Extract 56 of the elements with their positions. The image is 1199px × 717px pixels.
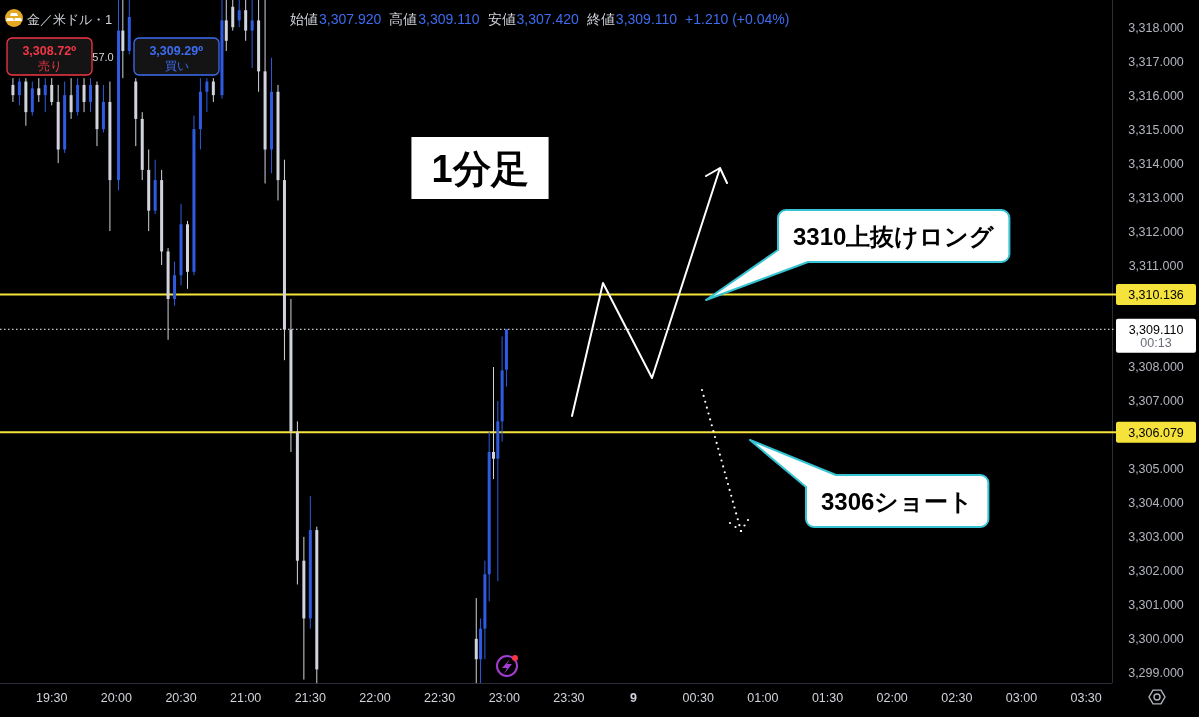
x-tick-label: 03:00	[1005, 691, 1038, 705]
ref-line-label: 3,310.136	[1128, 287, 1184, 302]
x-tick-label: 9	[630, 691, 638, 705]
annotation: 終値	[585, 11, 615, 27]
x-tick-label: 02:30	[941, 691, 973, 705]
annotation: 3306ショート	[821, 487, 974, 515]
annotation: 3,309.110	[418, 11, 480, 27]
y-tick-label: 3,308.000	[1128, 360, 1184, 375]
annotation: 始値	[290, 11, 318, 27]
x-tick-label: 21:30	[294, 691, 327, 705]
ref-line-label: 3,309.110	[1128, 322, 1184, 337]
y-tick-label: 3,301.000	[1128, 598, 1184, 613]
x-tick-label: 03:30	[1070, 691, 1102, 705]
x-tick-label: 19:30	[36, 691, 68, 705]
y-tick-label: 3,318.000	[1128, 20, 1184, 35]
y-tick-label: 3,302.000	[1128, 564, 1184, 579]
y-tick-label: 3,299.000	[1128, 666, 1184, 681]
annotation: 1分足	[431, 148, 529, 190]
x-tick-label: 02:00	[876, 691, 908, 705]
annotation: 57.0	[92, 51, 114, 63]
x-tick-label: 22:30	[423, 691, 456, 705]
x-tick-label: 23:00	[488, 691, 520, 705]
annotation: 買い	[164, 59, 189, 73]
y-tick-label: 3,317.000	[1128, 54, 1184, 69]
annotation: 安値	[487, 11, 516, 27]
y-tick-label: 3,303.000	[1128, 530, 1184, 545]
x-tick-label: 20:30	[165, 691, 197, 705]
annotation: 売り	[37, 59, 62, 73]
y-tick-label: 3,312.000	[1128, 224, 1184, 239]
annotation: +1.210 (+0.04%)	[685, 11, 790, 27]
x-tick-label: 00:30	[682, 691, 714, 705]
x-tick-label: 01:30	[811, 691, 844, 705]
annotation: 3,307.920	[319, 11, 382, 27]
annotation: 3,309.29⁰	[149, 44, 204, 58]
y-tick-label: 3,307.000	[1128, 394, 1184, 409]
y-tick-label: 3,314.000	[1128, 156, 1184, 171]
x-tick-label: 01:00	[747, 691, 779, 705]
annotation: 3,309.110	[615, 11, 678, 27]
x-tick-label: 23:30	[553, 691, 585, 705]
text: 金／米ドル・1	[27, 12, 113, 27]
y-tick-label: 3,300.000	[1128, 632, 1184, 647]
y-tick-label: 3,315.000	[1128, 122, 1184, 137]
x-tick-label: 22:00	[359, 691, 391, 705]
text: 00:13	[1140, 335, 1172, 350]
annotation: 3310上抜けロング	[793, 222, 996, 250]
annotation: 3,308.72⁰	[22, 44, 77, 58]
ref-line-label: 3,306.079	[1128, 425, 1184, 440]
y-tick-label: 3,313.000	[1128, 190, 1184, 205]
annotation: 高値	[389, 11, 418, 27]
annotation: 3,307.420	[516, 11, 580, 27]
x-tick-label: 20:00	[100, 691, 133, 705]
y-tick-label: 3,305.000	[1128, 462, 1184, 477]
y-tick-label: 3,316.000	[1128, 88, 1184, 103]
x-tick-label: 21:00	[230, 691, 262, 705]
y-tick-label: 3,311.000	[1128, 258, 1184, 273]
y-tick-label: 3,304.000	[1128, 496, 1184, 511]
